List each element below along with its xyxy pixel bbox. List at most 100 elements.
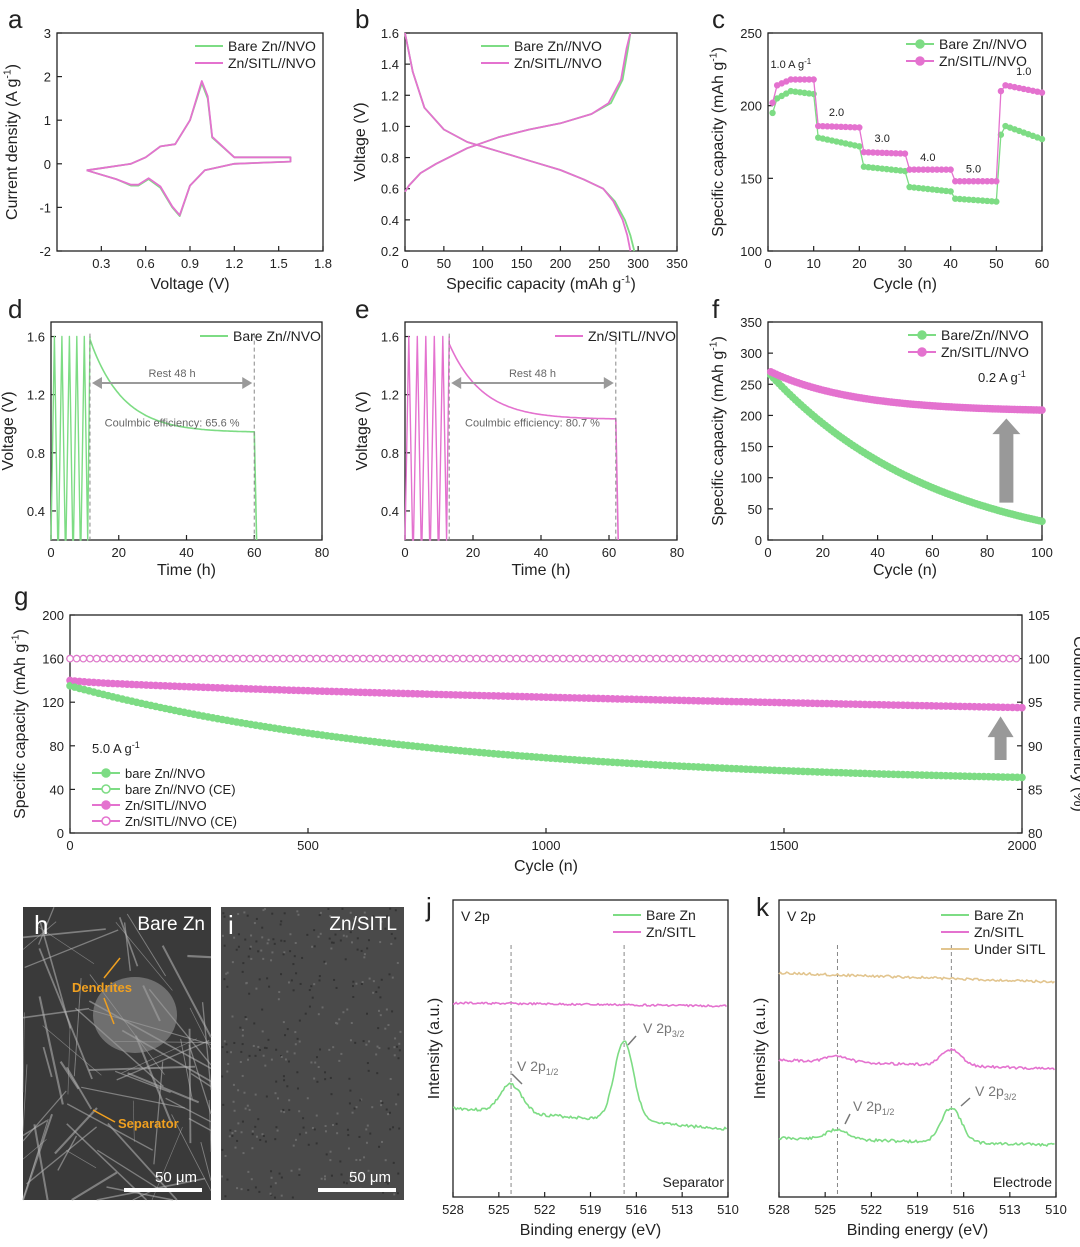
- ce-point-sitl: [685, 654, 694, 663]
- x-tick-label: 0: [66, 838, 73, 853]
- texture-speck: [262, 1054, 265, 1057]
- fiber: [73, 978, 82, 1077]
- texture-speck: [308, 989, 311, 992]
- rest-label: Rest 48 h: [149, 368, 196, 380]
- texture-speck: [254, 1125, 257, 1128]
- discharge-curve: [404, 32, 632, 252]
- texture-speck: [323, 1178, 326, 1181]
- ce-point-sitl: [899, 654, 907, 663]
- texture-speck: [269, 1192, 272, 1195]
- ce-point-sitl: [912, 654, 921, 663]
- texture-speck: [356, 937, 359, 940]
- texture-speck: [267, 938, 270, 941]
- x-tick-label: 40: [870, 545, 884, 560]
- texture-speck: [336, 1132, 339, 1135]
- x-tick-label: 0: [764, 256, 771, 271]
- y-tick-label: 3: [44, 26, 51, 41]
- ce-point-sitl: [159, 654, 168, 663]
- texture-speck: [361, 981, 364, 984]
- texture-speck: [378, 1047, 381, 1050]
- texture-speck: [261, 936, 264, 939]
- panel-letter-a: a: [8, 4, 23, 34]
- texture-speck: [270, 1176, 273, 1179]
- texture-speck: [340, 1052, 343, 1055]
- texture-speck: [332, 941, 335, 944]
- texture-speck: [262, 909, 265, 912]
- texture-speck: [372, 915, 375, 918]
- ce-point-sitl: [126, 654, 134, 663]
- ce-point-sitl: [965, 654, 974, 663]
- x-tick-label: 1.8: [314, 256, 332, 271]
- texture-speck: [381, 1140, 384, 1143]
- y-tick-label: 1: [44, 113, 51, 128]
- texture-speck: [286, 1050, 289, 1053]
- texture-speck: [271, 912, 274, 915]
- texture-speck: [291, 1196, 294, 1199]
- ce-point-sitl: [192, 654, 201, 663]
- cv-curve-sitl: [86, 80, 292, 217]
- fiber: [96, 1149, 159, 1189]
- texture-speck: [377, 986, 380, 989]
- ce-point-sitl: [792, 654, 801, 663]
- y-tick-label: -1: [39, 200, 51, 215]
- texture-speck: [339, 928, 342, 931]
- texture-speck: [230, 1051, 233, 1054]
- texture-speck: [311, 945, 314, 948]
- y-axis-label: Specific capacity (mAh g-1): [709, 47, 727, 237]
- texture-speck: [396, 1192, 399, 1195]
- ce-point-sitl: [512, 654, 521, 663]
- ce-point-sitl: [612, 654, 621, 663]
- texture-speck: [245, 1018, 248, 1021]
- ce-point-sitl: [279, 654, 288, 663]
- ce-point-sitl: [779, 654, 787, 663]
- panel-letter-h: h: [34, 910, 48, 940]
- texture-speck: [363, 953, 366, 956]
- texture-speck: [372, 991, 375, 994]
- y-axis-label: Intensity (a.u.): [426, 998, 443, 1099]
- texture-speck: [363, 1156, 366, 1159]
- spectrum-title: V 2p: [461, 908, 490, 924]
- legend-marker: [917, 330, 927, 340]
- ce-point-sitl: [1005, 654, 1014, 663]
- ce-point-sitl: [366, 654, 374, 663]
- texture-speck: [318, 979, 321, 982]
- y2-tick-label: 100: [1028, 652, 1050, 667]
- texture-speck: [335, 1021, 338, 1024]
- ce-point-sitl: [432, 654, 441, 663]
- rate-point: [997, 87, 1005, 95]
- texture-speck: [228, 1135, 231, 1138]
- texture-speck: [288, 1060, 291, 1063]
- y-tick-label: 160: [42, 652, 64, 667]
- rate-label: 5.0 A g-1: [92, 740, 140, 756]
- texture-speck: [391, 1010, 394, 1013]
- y2-tick-label: 90: [1028, 739, 1042, 754]
- texture-speck: [317, 935, 320, 938]
- cycle-point-sitl: [1038, 406, 1046, 414]
- fiber: [38, 996, 64, 1105]
- texture-speck: [239, 1060, 242, 1063]
- texture-speck: [377, 1009, 380, 1012]
- texture-speck: [221, 1175, 224, 1178]
- texture-speck: [317, 1013, 320, 1016]
- texture-speck: [392, 1126, 395, 1129]
- texture-speck: [365, 1128, 368, 1131]
- sem-image-zn-sitl: [221, 907, 404, 1200]
- panel-letter-b: b: [355, 4, 369, 34]
- scale-bar-label: 50 μm: [155, 1169, 197, 1186]
- texture-speck: [293, 1052, 296, 1055]
- texture-speck: [278, 991, 281, 994]
- ce-point-sitl: [592, 654, 601, 663]
- texture-speck: [224, 1195, 227, 1198]
- ce-point-sitl: [359, 654, 368, 663]
- ce-point-sitl: [959, 654, 967, 663]
- ce-point-sitl: [652, 654, 661, 663]
- texture-speck: [366, 1124, 369, 1127]
- texture-speck: [226, 985, 229, 988]
- x-tick-label: 1500: [770, 838, 799, 853]
- xps-trace: [778, 1048, 1056, 1071]
- x-tick-label: 80: [315, 545, 329, 560]
- fiber: [81, 1086, 185, 1109]
- texture-speck: [259, 1138, 262, 1141]
- texture-speck: [225, 1043, 228, 1046]
- texture-speck: [234, 1130, 237, 1133]
